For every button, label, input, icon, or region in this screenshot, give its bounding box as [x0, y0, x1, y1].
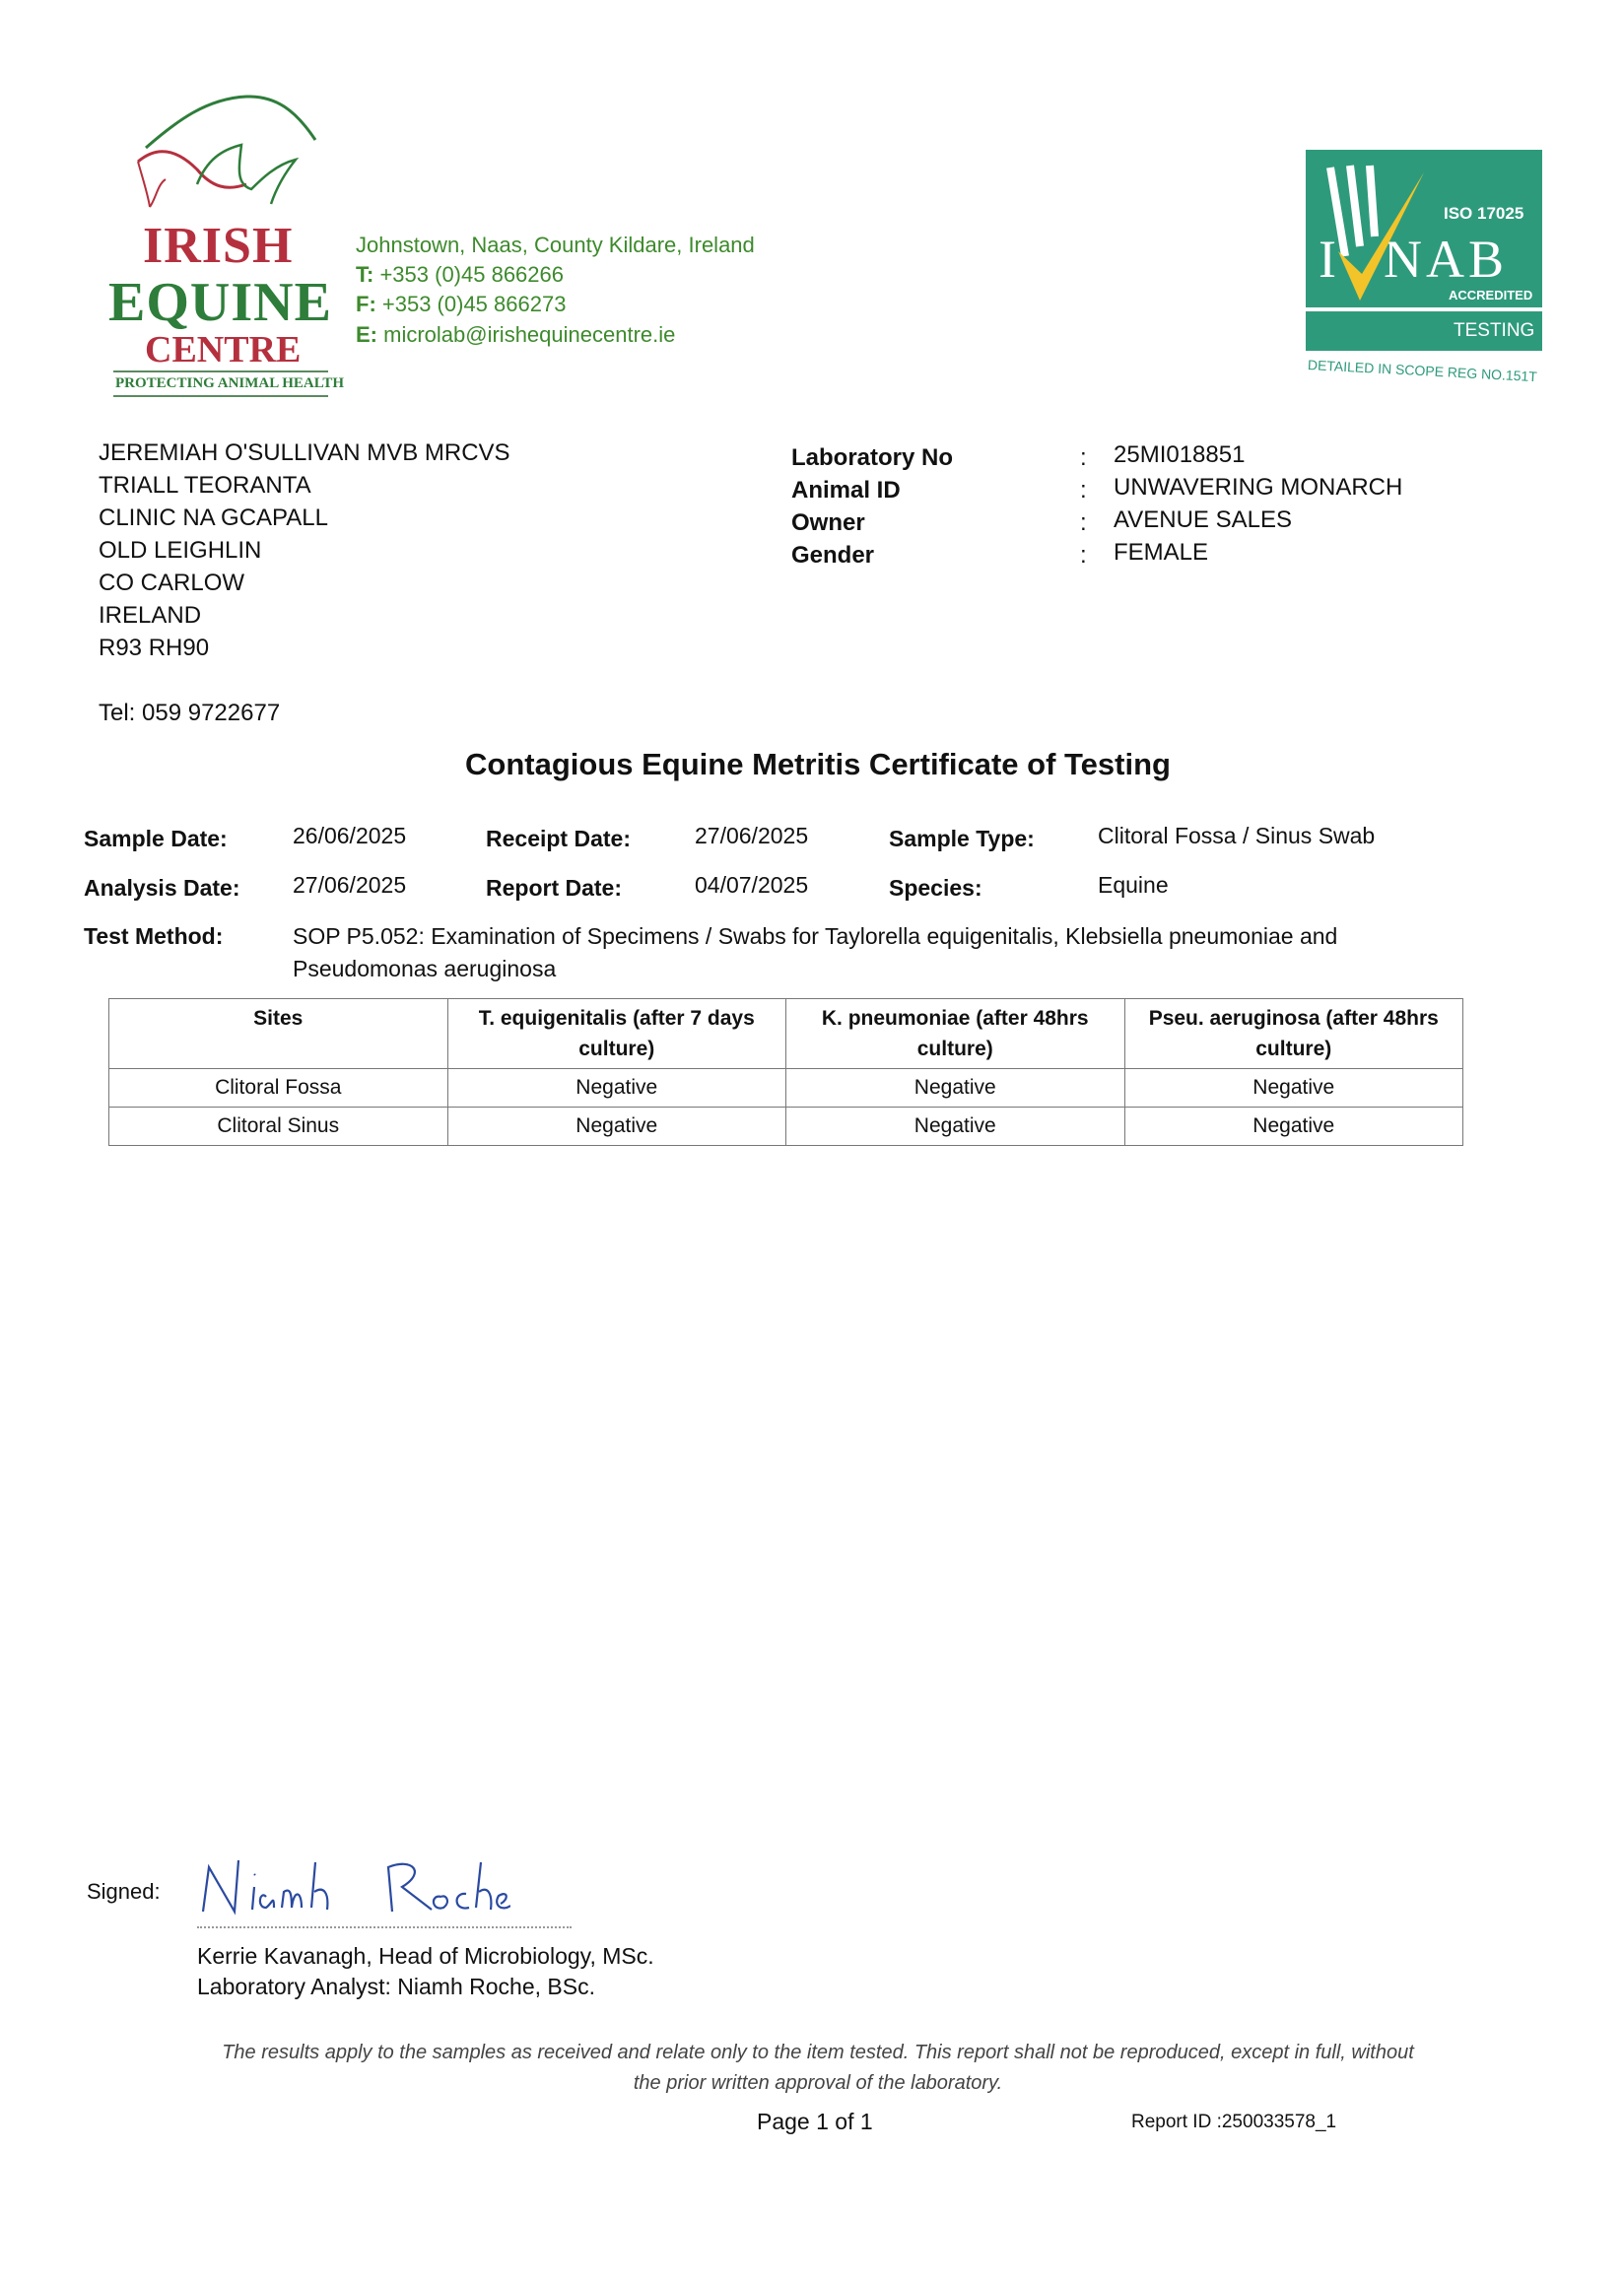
- logo-line-centre: CENTRE: [145, 329, 302, 370]
- column-header: K. pneumoniae (after 48hrs culture): [785, 998, 1125, 1069]
- disclaimer-line: the prior written approval of the labora…: [633, 2072, 1003, 2094]
- colon: :: [1080, 542, 1087, 569]
- address-line: CO CARLOW: [99, 570, 245, 596]
- address-line: OLD LEIGHLIN: [99, 537, 262, 564]
- test-method-label: Test Method:: [84, 923, 224, 949]
- lab-info-value: UNWAVERING MONARCH: [1114, 474, 1403, 501]
- table-header-row: Sites T. equigenitalis (after 7 days cul…: [108, 998, 1463, 1069]
- receipt-date-label: Receipt Date:: [486, 826, 631, 851]
- signatory-line: Laboratory Analyst: Niamh Roche, BSc.: [197, 1974, 595, 1999]
- contact-tel: T: +353 (0)45 866266: [356, 262, 565, 287]
- address-line: R93 RH90: [99, 635, 210, 661]
- logo-line-equine: EQUINE: [108, 272, 332, 333]
- address-line: TRIALL TEORANTA: [99, 472, 311, 499]
- handwritten-signature: [201, 1859, 510, 1916]
- page-number: Page 1 of 1: [757, 2109, 873, 2134]
- sample-date-label: Sample Date:: [84, 826, 228, 851]
- email-link[interactable]: microlab@irishequinecentre.ie: [383, 322, 676, 347]
- test-method-line: SOP P5.052: Examination of Specimens / S…: [293, 923, 1338, 949]
- lab-info-value: 25MI018851: [1114, 441, 1246, 468]
- contact-fax: F: +353 (0)45 866273: [356, 292, 567, 316]
- lab-info-label: Owner: [791, 509, 865, 536]
- inab-accredited: ACCREDITED: [1449, 288, 1533, 303]
- receipt-date-value: 27/06/2025: [695, 823, 809, 848]
- inab-badge-bottom: [1306, 311, 1542, 351]
- report-id: Report ID :250033578_1: [1131, 2112, 1337, 2132]
- lab-info-label: Laboratory No: [791, 444, 954, 471]
- inab-iso: ISO 17025: [1444, 204, 1524, 223]
- test-method-line: Pseudomonas aeruginosa: [293, 956, 557, 981]
- contact-email: E: microlab@irishequinecentre.ie: [356, 322, 676, 347]
- disclaimer-line: The results apply to the samples as rece…: [222, 2042, 1414, 2063]
- contact-address: Johnstown, Naas, County Kildare, Ireland: [356, 233, 755, 257]
- species-value: Equine: [1098, 872, 1169, 898]
- divider: [113, 395, 328, 397]
- address-line: IRELAND: [99, 602, 202, 629]
- results-table: Sites T. equigenitalis (after 7 days cul…: [108, 998, 1463, 1146]
- table-cell: Negative: [446, 1068, 786, 1108]
- report-date-label: Report Date:: [486, 875, 623, 901]
- table-cell: Clitoral Fossa: [108, 1068, 448, 1108]
- colon: :: [1080, 477, 1087, 504]
- inab-type: TESTING: [1454, 320, 1535, 341]
- check-mark-icon: [1326, 165, 1424, 301]
- lab-info-label: Gender: [791, 542, 875, 569]
- table-row: Clitoral Fossa Negative Negative Negativ…: [108, 1068, 1463, 1108]
- signature-line: [197, 1926, 572, 1928]
- analysis-date-label: Analysis Date:: [84, 875, 240, 901]
- logo-line-irish: IRISH: [143, 218, 294, 274]
- inab-scope: DETAILED IN SCOPE REG NO.151T: [1307, 357, 1538, 385]
- inab-badge-top: [1306, 150, 1542, 307]
- signed-label: Signed:: [87, 1879, 161, 1904]
- report-date-value: 04/07/2025: [695, 872, 809, 898]
- lab-info-label: Animal ID: [791, 477, 901, 504]
- address-line: JEREMIAH O'SULLIVAN MVB MRCVS: [99, 439, 510, 466]
- sample-date-value: 26/06/2025: [293, 823, 407, 848]
- sample-type-label: Sample Type:: [889, 826, 1035, 851]
- page-title: Contagious Equine Metritis Certificate o…: [465, 747, 1171, 781]
- table-row: Clitoral Sinus Negative Negative Negativ…: [108, 1107, 1463, 1146]
- address-line: CLINIC NA GCAPALL: [99, 504, 328, 531]
- table-cell: Clitoral Sinus: [108, 1107, 448, 1146]
- lab-info-value: FEMALE: [1114, 539, 1209, 566]
- species-label: Species:: [889, 875, 982, 901]
- table-cell: Negative: [1123, 1068, 1463, 1108]
- column-header: Sites: [108, 998, 448, 1069]
- sample-type-value: Clitoral Fossa / Sinus Swab: [1098, 823, 1376, 848]
- signatory-line: Kerrie Kavanagh, Head of Microbiology, M…: [197, 1943, 654, 1969]
- colon: :: [1080, 509, 1087, 536]
- analysis-date-value: 27/06/2025: [293, 872, 407, 898]
- colon: :: [1080, 444, 1087, 471]
- table-cell: Negative: [1123, 1107, 1463, 1146]
- inab-name: INAB: [1319, 230, 1508, 289]
- recipient-tel: Tel: 059 9722677: [99, 700, 281, 726]
- column-header: Pseu. aeruginosa (after 48hrs culture): [1123, 998, 1463, 1069]
- logo-tagline: PROTECTING ANIMAL HEALTH: [115, 375, 344, 391]
- table-cell: Negative: [446, 1107, 786, 1146]
- lab-info-value: AVENUE SALES: [1114, 506, 1292, 533]
- table-cell: Negative: [785, 1107, 1125, 1146]
- table-cell: Negative: [785, 1068, 1125, 1108]
- divider: [113, 370, 328, 372]
- horse-logo-icon: [137, 95, 317, 208]
- column-header: T. equigenitalis (after 7 days culture): [446, 998, 786, 1069]
